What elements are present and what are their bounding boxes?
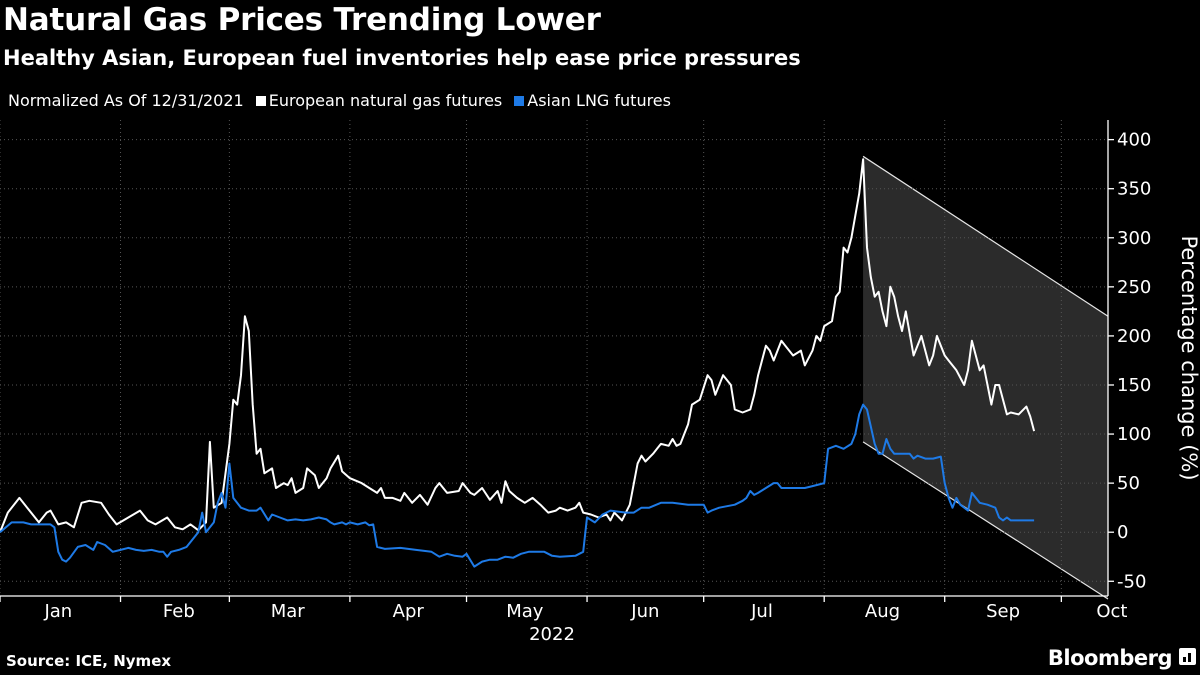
legend-label-european: European natural gas futures [268, 91, 503, 110]
legend-note: Normalized As Of 12/31/2021 [8, 91, 244, 110]
x-tick-label: Jan [43, 601, 72, 622]
y-tick-label: 150 [1117, 375, 1151, 396]
series-line-european [0, 158, 1036, 533]
legend-swatch-european [255, 95, 266, 106]
channel-upper-line [862, 155, 1109, 317]
y-tick-label: 400 [1117, 130, 1151, 151]
y-tick-label: 50 [1117, 473, 1140, 494]
legend-item-asian: Asian LNG futures [514, 91, 671, 110]
y-tick-label: 200 [1117, 326, 1151, 347]
x-tick-label: Mar [271, 601, 306, 622]
x-tick-label: Sep [986, 601, 1020, 622]
brand-name: Bloomberg [1047, 646, 1173, 670]
x-tick-label: Oct [1096, 601, 1127, 622]
bloomberg-logo-icon [1179, 648, 1196, 665]
y-tick-label: 100 [1117, 424, 1151, 445]
y-axis-label: Percentage change (%) [1177, 235, 1200, 480]
legend-item-european: European natural gas futures [255, 91, 503, 110]
channel-lower-line [862, 441, 1109, 600]
legend: Normalized As Of 12/31/2021 European nat… [8, 91, 683, 110]
source-note: Source: ICE, Nymex [6, 652, 172, 670]
x-axis-label: 2022 [529, 624, 575, 645]
y-tick-label: 300 [1117, 228, 1151, 249]
series-line-asian [0, 403, 1035, 568]
x-tick-label: Feb [163, 601, 195, 622]
y-tick-label: 350 [1117, 179, 1151, 200]
x-tick-label: Apr [393, 601, 425, 622]
chart-subtitle: Healthy Asian, European fuel inventories… [3, 46, 801, 70]
x-tick-label: Jul [750, 601, 773, 622]
legend-swatch-asian [514, 95, 525, 106]
x-tick-label: Jun [630, 601, 659, 622]
y-tick-label: 0 [1117, 522, 1128, 543]
y-tick-label: -50 [1117, 571, 1146, 592]
chart-title: Natural Gas Prices Trending Lower [3, 2, 601, 38]
y-tick-label: 250 [1117, 277, 1151, 298]
x-tick-label: May [506, 601, 544, 622]
x-tick-label: Aug [865, 601, 900, 622]
legend-label-asian: Asian LNG futures [527, 91, 671, 110]
